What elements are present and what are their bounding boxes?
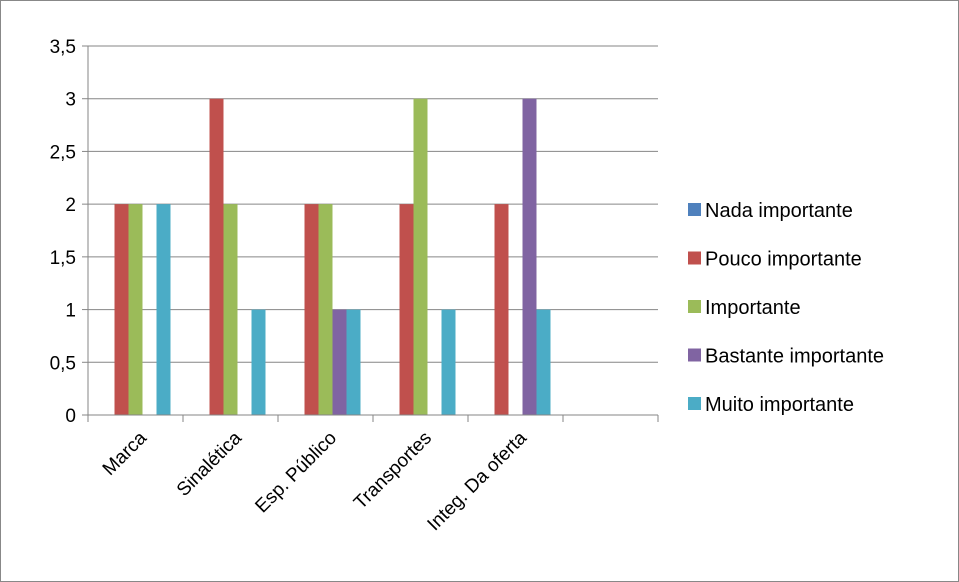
y-tick-label: 0,5 — [50, 353, 76, 374]
bar-importante — [128, 204, 143, 415]
bar-importante — [223, 204, 238, 415]
legend: Nada importante Pouco importante Important… — [688, 200, 884, 416]
y-tick-label: 1,5 — [50, 248, 76, 269]
bar-pouco-importante — [209, 98, 224, 415]
legend-label: Pouco importante — [705, 249, 862, 271]
legend-label: Muito importante — [705, 394, 854, 416]
bar-muito-importante — [156, 204, 171, 415]
y-tick-label: 2 — [65, 195, 76, 216]
legend-swatch — [688, 348, 701, 362]
legend-label: Importante — [705, 297, 801, 319]
legend-label: Bastante importante — [705, 346, 884, 368]
bar-pouco-importante — [114, 204, 129, 415]
x-tick-label: Sinalética — [173, 427, 246, 500]
bar-bastante-importante — [332, 309, 347, 415]
y-tick-label: 2,5 — [50, 142, 76, 163]
legend-swatch — [688, 203, 701, 216]
legend-swatch — [688, 251, 701, 265]
bar-muito-importante — [346, 309, 361, 415]
y-tick-labels: 0 0,5 1 1,5 2 2,5 3 3,5 — [50, 37, 76, 427]
axes — [82, 45, 659, 422]
bar-muito-importante — [441, 309, 456, 415]
x-tick-labels: Marca Sinalética Esp. Público TransportesIn… — [99, 427, 531, 535]
bar-muito-importante — [251, 309, 266, 415]
bars — [114, 98, 551, 415]
legend-swatch — [688, 300, 701, 313]
x-tick-label: Transportes — [350, 428, 436, 514]
bar-pouco-importante — [494, 204, 509, 415]
x-tick-label: Esp. Público — [251, 428, 341, 518]
bar-importante — [413, 98, 428, 415]
y-tick-label: 3 — [65, 90, 76, 111]
y-tick-label: 3,5 — [50, 37, 76, 58]
y-tick-label: 0 — [65, 406, 76, 427]
gridlines — [88, 45, 658, 363]
bar-muito-importante — [536, 309, 551, 415]
legend-label: Nada importante — [705, 200, 853, 222]
x-tick-label: Marca — [99, 427, 151, 479]
bar-bastante-importante — [522, 98, 537, 415]
bar-pouco-importante — [304, 204, 319, 415]
bar-pouco-importante — [399, 204, 414, 415]
legend-swatch — [688, 397, 701, 410]
x-tick-label: Integ. Da oferta — [424, 427, 532, 535]
bar-importante — [318, 204, 333, 415]
y-tick-label: 1 — [65, 301, 76, 322]
